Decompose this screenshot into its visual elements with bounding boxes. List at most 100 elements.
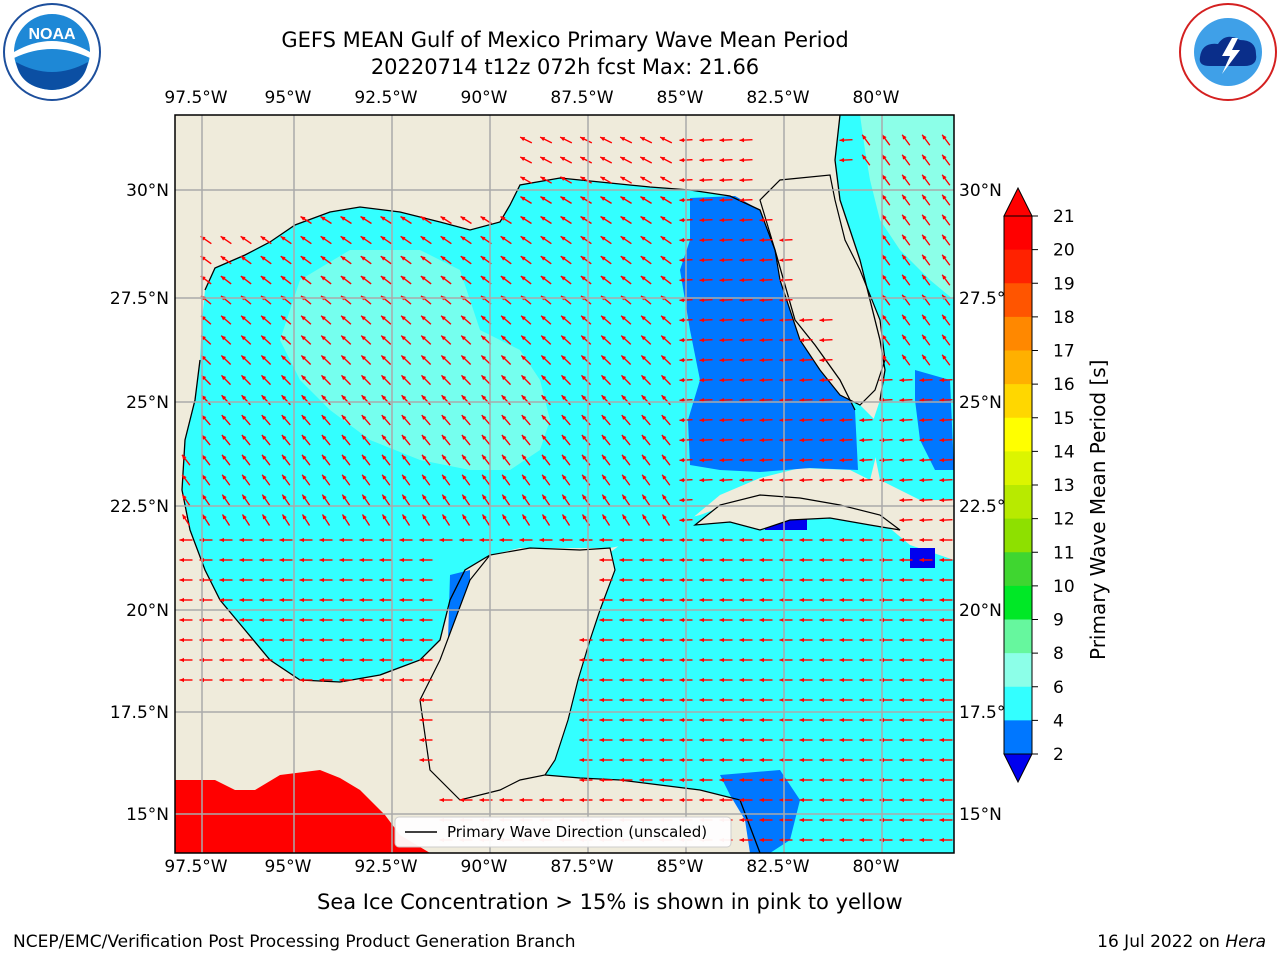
wave-vector: [819, 437, 833, 443]
wave-vector: [399, 657, 413, 663]
wave-vector: [759, 337, 773, 343]
wave-vector: [641, 414, 651, 426]
wave-vector: [481, 414, 491, 426]
honduras-dark-water: [720, 770, 800, 853]
wave-vector: [319, 657, 333, 663]
wave-vector: [360, 215, 372, 225]
wave-vector: [919, 757, 933, 763]
lon-label-bottom: 90°W: [461, 857, 508, 877]
wave-vector: [321, 394, 331, 406]
wave-vector: [719, 477, 733, 483]
wave-vector: [300, 275, 312, 285]
wave-vector: [521, 454, 531, 466]
wave-vector: [379, 677, 393, 683]
wave-vector: [639, 597, 653, 603]
wave-vector: [759, 377, 773, 383]
atlantic-plume: [860, 115, 954, 300]
wave-vector: [241, 514, 251, 526]
wave-vector: [399, 617, 413, 623]
wave-vector: [520, 335, 532, 345]
wave-vector: [779, 277, 793, 283]
wave-vector: [921, 194, 931, 206]
wave-vector: [919, 397, 933, 403]
wave-vector: [221, 394, 231, 406]
wave-vector: [261, 454, 271, 466]
wave-vector: [919, 557, 933, 563]
wave-vector: [759, 457, 773, 463]
wave-vector: [381, 414, 391, 426]
wave-vector: [939, 737, 953, 743]
wave-vector: [660, 235, 672, 245]
wave-vector: [560, 196, 572, 204]
wave-vector: [420, 275, 432, 285]
wave-vector: [340, 255, 352, 265]
wave-vector: [939, 757, 953, 763]
wave-vector: [381, 514, 391, 526]
wave-vector: [941, 234, 951, 246]
wave-vector: [639, 617, 653, 623]
wave-vector: [899, 617, 913, 623]
wave-vector: [400, 354, 412, 366]
wave-vector: [901, 214, 911, 226]
wave-vector: [440, 215, 452, 225]
wave-vector: [240, 275, 252, 285]
wave-vector: [661, 394, 671, 406]
wave-vector: [619, 657, 633, 663]
chart-subtitle: 20220714 t12z 072h fcst Max: 21.66: [370, 55, 760, 79]
wave-vector: [779, 417, 793, 423]
wave-vector: [819, 557, 833, 563]
wave-vector: [560, 335, 572, 345]
wave-vector: [419, 657, 433, 663]
wave-vector: [659, 617, 673, 623]
wave-vector: [599, 757, 613, 763]
wave-vector: [559, 176, 573, 184]
wave-vector: [240, 354, 252, 366]
wave-vector: [601, 454, 611, 466]
wave-vector: [361, 474, 371, 486]
wave-vector: [899, 817, 913, 823]
wave-vector: [480, 335, 492, 345]
wave-vector: [941, 334, 951, 346]
wave-vector: [921, 154, 931, 166]
wave-vector: [739, 637, 753, 643]
wave-vector: [661, 474, 671, 486]
wave-vector: [221, 474, 231, 486]
wave-vector: [639, 657, 653, 663]
wave-vector: [520, 196, 532, 204]
colorbar-tick-label: 19: [1053, 274, 1075, 294]
wave-vector: [941, 174, 951, 186]
wave-vector: [579, 637, 593, 643]
wave-vector: [280, 255, 292, 265]
wave-vector: [260, 315, 272, 325]
lon-label-bottom: 92.5°W: [354, 857, 417, 877]
colorbar-segment: [1004, 585, 1032, 620]
wave-vector: [739, 357, 753, 363]
wave-vector: [241, 394, 251, 406]
colorbar-tick-label: 8: [1053, 644, 1064, 664]
wave-vector: [599, 617, 613, 623]
wave-vector: [540, 354, 552, 366]
wave-vector: [621, 414, 631, 426]
wave-vector: [739, 697, 753, 703]
wave-vector: [759, 637, 773, 643]
wave-vector: [580, 315, 592, 325]
wave-vector: [640, 275, 652, 285]
wave-vector: [201, 514, 211, 526]
wave-vector: [919, 437, 933, 443]
wave-vector: [481, 454, 491, 466]
wave-vector: [799, 437, 813, 443]
wave-vector: [881, 354, 891, 366]
wave-vector: [779, 297, 793, 303]
wave-vector: [640, 354, 652, 366]
wave-vector: [600, 354, 612, 366]
wave-vector: [301, 474, 311, 486]
wave-vector: [719, 157, 733, 163]
wave-vector: [699, 757, 713, 763]
wave-vector: [481, 474, 491, 486]
wave-vector: [939, 717, 953, 723]
wave-vector: [240, 255, 252, 265]
wave-vector: [899, 517, 913, 523]
wave-vector: [779, 797, 793, 803]
wave-vector: [519, 797, 533, 803]
wave-vector: [799, 677, 813, 683]
